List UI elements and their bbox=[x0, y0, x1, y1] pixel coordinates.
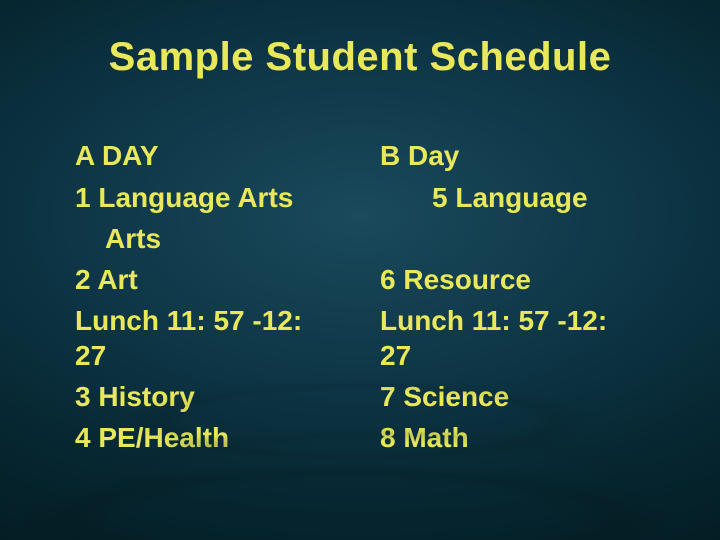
schedule-item: 8 Math bbox=[380, 420, 645, 455]
schedule-item: 7 Science bbox=[380, 379, 645, 414]
schedule-item: 3 History bbox=[75, 379, 340, 414]
column-heading: B Day bbox=[380, 140, 645, 172]
schedule-item: Lunch 11: 57 -12: 27 bbox=[75, 303, 340, 373]
schedule-item: 1 Language Arts bbox=[75, 180, 340, 215]
schedule-item: 2 Art bbox=[75, 262, 340, 297]
schedule-item: 4 PE/Health bbox=[75, 420, 340, 455]
slide-container: Sample Student Schedule A DAY 1 Language… bbox=[0, 0, 720, 540]
column-heading: A DAY bbox=[75, 140, 340, 172]
schedule-item: Lunch 11: 57 -12: 27 bbox=[380, 303, 645, 373]
schedule-item: Arts bbox=[75, 221, 340, 256]
column-a-day: A DAY 1 Language Arts Arts 2 Art Lunch 1… bbox=[75, 140, 340, 461]
schedule-item: 6 Resource bbox=[380, 262, 645, 297]
schedule-item bbox=[380, 221, 645, 256]
content-columns: A DAY 1 Language Arts Arts 2 Art Lunch 1… bbox=[65, 140, 655, 461]
slide-title: Sample Student Schedule bbox=[65, 35, 655, 80]
schedule-item: 5 Language bbox=[380, 180, 645, 215]
column-b-day: B Day 5 Language 6 Resource Lunch 11: 57… bbox=[380, 140, 645, 461]
